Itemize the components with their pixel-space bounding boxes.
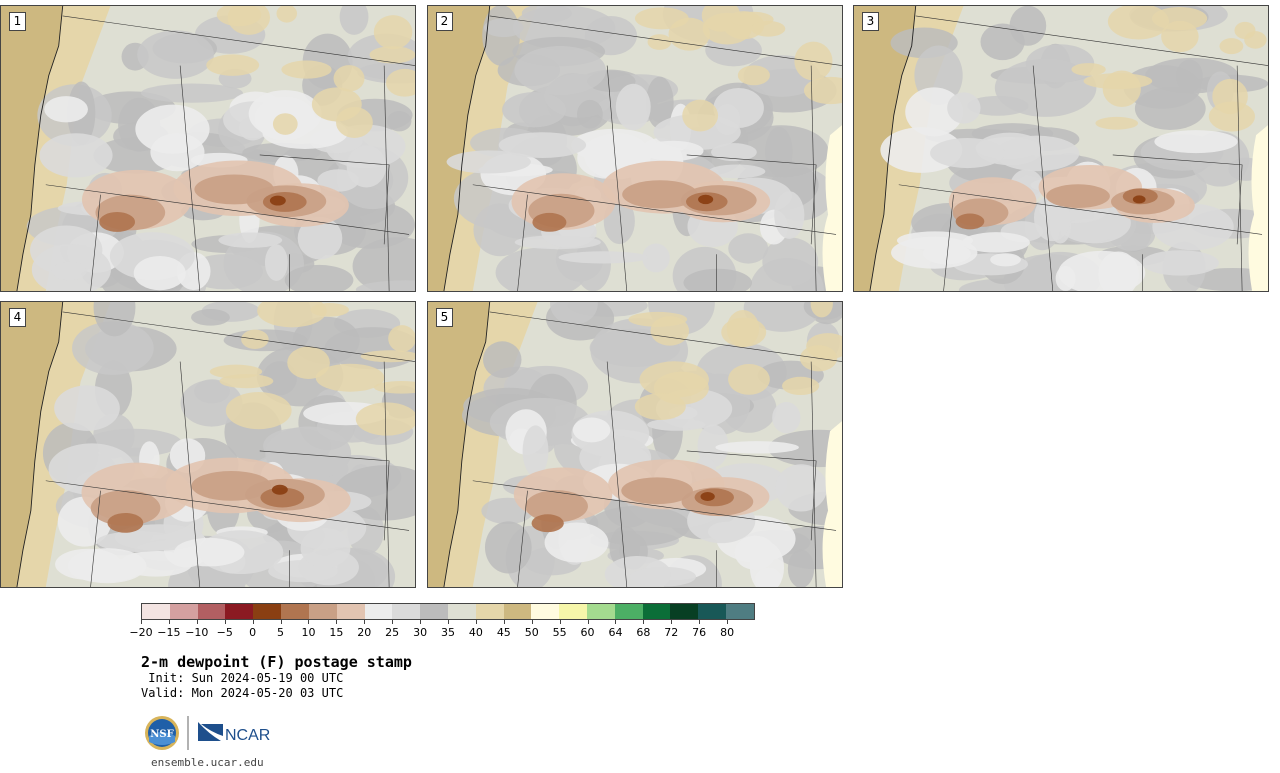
colorbar-tick-label: 72 [664, 626, 679, 639]
colorbar-segment [281, 604, 309, 619]
colorbar [141, 603, 755, 620]
colorbar-segment [364, 604, 393, 619]
colorbar-tick-label: 20 [357, 626, 372, 639]
colorbar-segment [614, 604, 643, 619]
colorbar-tick [587, 620, 589, 624]
colorbar-segment [642, 604, 671, 619]
colorbar-tick-label: 64 [608, 626, 623, 639]
colorbar-tick-label: 55 [552, 626, 567, 639]
colorbar-tick-label: 40 [468, 626, 483, 639]
map-panel-2[interactable]: 2 [427, 5, 843, 292]
colorbar-tick-label: 76 [692, 626, 707, 639]
colorbar-tick [280, 620, 282, 624]
colorbar-segment [447, 604, 476, 619]
nsf-logo-text: NSF [150, 729, 173, 740]
colorbar-segment [503, 604, 532, 619]
colorbar-tick-label: 0 [249, 626, 257, 639]
colorbar-segment [225, 604, 254, 619]
colorbar-segment [698, 604, 727, 619]
valid-time: Valid: Mon 2024-05-20 03 UTC [141, 686, 344, 700]
colorbar-tick-label: 25 [385, 626, 400, 639]
ncar-logo-text: NCAR [225, 727, 270, 744]
colorbar-tick-label: 60 [580, 626, 595, 639]
map-panel-1[interactable]: 1 [0, 5, 416, 292]
colorbar-tick [531, 620, 533, 624]
colorbar-tick [392, 620, 394, 624]
sponsor-logos: NSF NCAR [145, 716, 270, 750]
dewpoint-map-4 [1, 302, 415, 587]
colorbar-tick [196, 620, 198, 624]
colorbar-tick-label: 30 [413, 626, 428, 639]
map-panel-3[interactable]: 3 [853, 5, 1269, 292]
dewpoint-map-5 [428, 302, 842, 587]
map-panel-5[interactable]: 5 [427, 301, 843, 588]
dewpoint-map-3 [854, 6, 1268, 291]
panel-number: 4 [9, 308, 26, 327]
colorbar-segment [169, 604, 198, 619]
colorbar-tick-label: −15 [157, 626, 181, 639]
colorbar-tick [308, 620, 310, 624]
colorbar-tick [252, 620, 254, 624]
panel-number: 3 [862, 12, 879, 31]
colorbar-tick [420, 620, 422, 624]
colorbar-segment [726, 604, 754, 619]
colorbar-segment [475, 604, 504, 619]
colorbar-tick [559, 620, 561, 624]
colorbar-tick [336, 620, 338, 624]
colorbar-segment [392, 604, 421, 619]
panel-number: 1 [9, 12, 26, 31]
colorbar-tick-label: 45 [496, 626, 511, 639]
colorbar-segment [670, 604, 699, 619]
colorbar-segment [420, 604, 448, 619]
colorbar-tick-label: 10 [301, 626, 316, 639]
colorbar-tick [643, 620, 645, 624]
init-time: Init: Sun 2024-05-19 00 UTC [141, 671, 344, 685]
colorbar-tick [727, 620, 729, 624]
colorbar-tick-label: 15 [329, 626, 344, 639]
colorbar-tick [224, 620, 226, 624]
colorbar-segment [336, 604, 365, 619]
colorbar-tick [364, 620, 366, 624]
colorbar-segment [587, 604, 615, 619]
ncar-logo: NCAR [198, 722, 270, 744]
map-panel-4[interactable]: 4 [0, 301, 416, 588]
colorbar-tick [699, 620, 701, 624]
colorbar-segment [308, 604, 337, 619]
panel-number: 5 [436, 308, 453, 327]
page-title: 2-m dewpoint (F) postage stamp [141, 653, 412, 671]
colorbar-segment [531, 604, 560, 619]
colorbar-tick [448, 620, 449, 624]
colorbar-tick [671, 620, 673, 624]
colorbar-tick-labels: −20 −15 −10 −5 0 5 10 15 20 25 30 35 40 45 50 55 60 64 68 7… [129, 620, 755, 640]
colorbar-tick [503, 620, 505, 624]
colorbar-tick [475, 620, 477, 624]
colorbar-tick-label: 68 [636, 626, 651, 639]
colorbar-tick-label: 80 [720, 626, 735, 639]
panel-number: 2 [436, 12, 453, 31]
dewpoint-map-1 [1, 6, 415, 291]
site-url[interactable]: ensemble.ucar.edu [151, 756, 264, 769]
colorbar-tick-label: −5 [216, 626, 233, 639]
colorbar-segment [253, 604, 282, 619]
colorbar-tick-label: −20 [129, 626, 153, 639]
colorbar-segment [197, 604, 226, 619]
colorbar-tick [615, 620, 617, 624]
colorbar-tick [168, 620, 170, 624]
colorbar-tick-label: −10 [185, 626, 209, 639]
colorbar-tick [141, 620, 142, 624]
colorbar-tick-label: 50 [524, 626, 539, 639]
colorbar-segment [142, 604, 170, 619]
colorbar-tick-label: 5 [277, 626, 285, 639]
colorbar-tick-label: 35 [441, 626, 455, 639]
dewpoint-map-2 [428, 6, 842, 291]
colorbar-segment [559, 604, 587, 619]
nsf-logo: NSF [145, 716, 179, 750]
